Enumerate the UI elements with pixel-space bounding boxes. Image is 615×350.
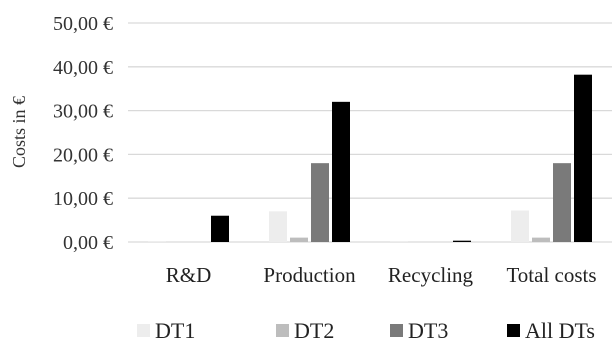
bars [148,74,592,243]
bar-dt3 [311,163,329,242]
legend-swatch [390,324,403,337]
y-tick-label: 30,00 € [53,101,113,123]
x-category-label: Total costs [506,263,596,287]
bar-all-dts [211,215,229,242]
y-tick-label: 20,00 € [53,144,113,166]
bar-dt1 [390,241,408,242]
bar-dt2 [532,237,550,242]
bar-dt1 [269,211,287,242]
x-category-label: Production [263,263,356,287]
legend-swatch [507,324,520,337]
x-category-label: R&D [166,263,212,287]
legend-swatch [276,324,289,337]
bar-dt3 [553,163,571,242]
y-tick-label: 0,00 € [63,232,113,254]
bar-all-dts [453,240,471,242]
legend-label: All DTs [525,318,595,343]
x-category-label: Recycling [388,263,474,287]
bar-all-dts [332,101,350,242]
y-tick-label: 10,00 € [53,188,113,210]
legend-label: DT2 [294,318,334,343]
x-axis-categories: R&D Production Recycling Total costs [166,263,597,287]
legend: DT1 DT2 DT3 All DTs [137,318,595,343]
bar-dt2 [290,237,308,242]
legend-swatch [137,324,150,337]
legend-label: DT1 [155,318,195,343]
legend-label: DT3 [408,318,448,343]
bar-all-dts [574,74,592,243]
bar-dt1 [148,241,166,242]
y-axis-ticks: 0,00 € 10,00 € 20,00 € 30,00 € 40,00 € 50,00 … [53,13,113,254]
y-tick-label: 50,00 € [53,13,113,35]
y-tick-label: 40,00 € [53,57,113,79]
y-axis-title: Costs in € [9,96,29,168]
bar-dt1 [511,210,529,242]
gridlines [128,22,612,243]
